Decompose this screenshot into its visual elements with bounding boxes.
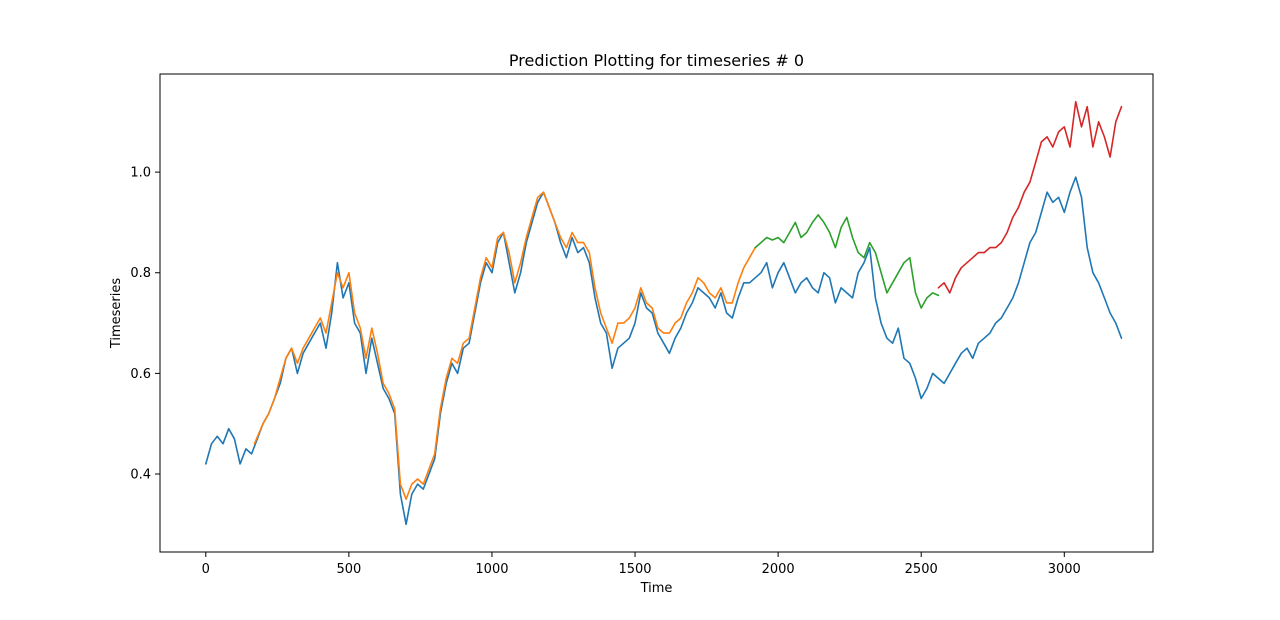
series-line-2 (754, 214, 940, 309)
x-axis-title: Time (640, 581, 673, 596)
x-tick-label: 3000 (1048, 562, 1081, 577)
y-axis-ticks: 0.4 0.6 0.8 1.0 (130, 166, 160, 483)
y-tick-label: 0.4 (130, 468, 151, 483)
series-layer (205, 100, 1123, 526)
plot-frame (159, 73, 1154, 553)
series-line-0 (205, 176, 1123, 526)
x-tick-label: 1500 (618, 562, 651, 577)
x-tick-label: 2500 (905, 562, 938, 577)
chart-title: Prediction Plotting for timeseries # 0 (509, 51, 804, 70)
y-tick-label: 0.8 (130, 266, 151, 281)
series-line-3 (937, 100, 1123, 294)
x-tick-label: 0 (202, 562, 210, 577)
x-tick-label: 500 (336, 562, 361, 577)
y-tick-label: 1.0 (130, 166, 151, 181)
y-axis-title: Timeseries (109, 278, 124, 350)
x-tick-label: 1000 (475, 562, 508, 577)
plot-area (160, 74, 1153, 552)
y-tick-label: 0.6 (130, 367, 151, 382)
series-line-1 (253, 191, 757, 501)
x-tick-label: 2000 (762, 562, 795, 577)
x-axis-ticks: 0 500 1000 1500 2000 2500 3000 (202, 552, 1081, 577)
